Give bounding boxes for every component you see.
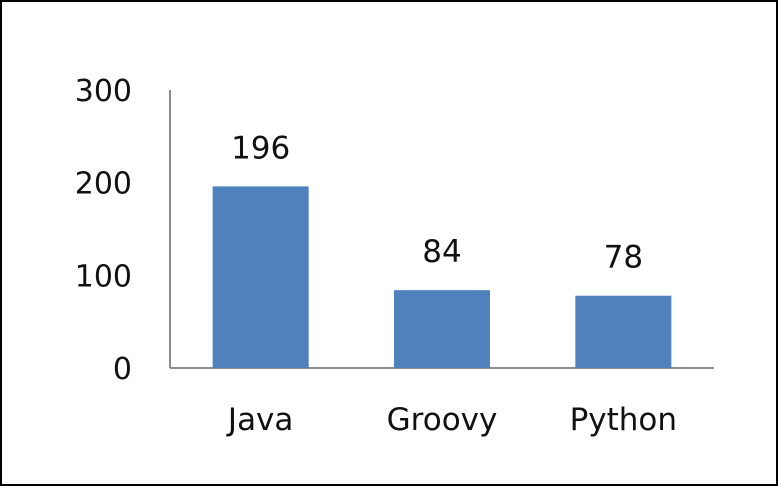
y-tick-label: 300 [75, 74, 132, 109]
data-label: 196 [231, 130, 290, 166]
x-tick-label: Python [570, 402, 677, 438]
x-tick-labels: Java Groovy Python [226, 402, 677, 438]
bar-java [212, 186, 309, 368]
data-label: 78 [604, 240, 643, 276]
y-tick-label: 100 [75, 259, 132, 294]
y-tick-label: 200 [75, 167, 132, 202]
data-labels: 196 84 78 [231, 130, 643, 275]
bar-python [575, 295, 672, 368]
bar-groovy [394, 290, 490, 368]
x-tick-label: Groovy [387, 402, 498, 438]
data-label: 84 [422, 234, 461, 270]
y-tick-label: 0 [113, 352, 132, 387]
bars [212, 186, 672, 368]
y-tick-labels: 0 100 200 300 [75, 74, 132, 387]
x-tick-label: Java [226, 402, 293, 438]
